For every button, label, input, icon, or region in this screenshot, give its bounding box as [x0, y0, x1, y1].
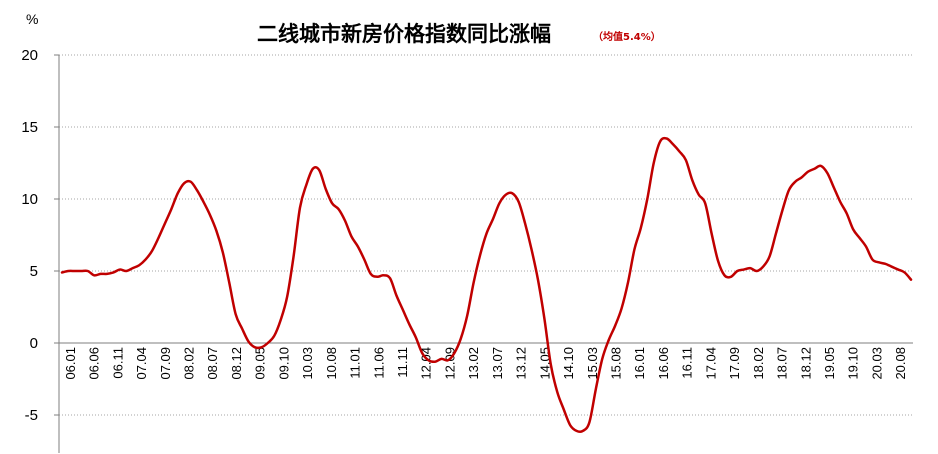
x-tick-label: 06.06: [87, 347, 102, 380]
x-tick-label: 18.07: [775, 347, 790, 380]
y-tick-label: 5: [30, 263, 38, 280]
x-tick-label: 19.10: [846, 347, 861, 380]
x-tick-label: 19.05: [822, 347, 837, 380]
x-tick-label: 13.02: [466, 347, 481, 380]
y-tick-label: -5: [25, 407, 38, 424]
gridlines: [59, 54, 913, 416]
y-tick-label: 10: [21, 191, 38, 208]
x-tick-label: 07.09: [158, 347, 173, 380]
x-tick-label: 13.12: [514, 347, 529, 380]
x-tick-label: 06.11: [110, 347, 125, 379]
x-tick-label: 10.03: [300, 347, 315, 380]
x-tick-label: 08.02: [181, 347, 196, 380]
chart-subtitle: （均值5.4%）: [593, 30, 661, 43]
x-tick-label: 20.08: [893, 347, 908, 380]
x-tick-label: 16.11: [680, 347, 695, 379]
x-tick-label: 11.11: [395, 347, 410, 378]
x-tick-label: 16.01: [632, 347, 647, 380]
x-tick-label: 10.08: [324, 347, 339, 380]
x-tick-label: 16.06: [656, 347, 671, 380]
x-tick-label: 15.08: [608, 347, 623, 380]
x-tick-label: 15.03: [585, 347, 600, 380]
y-tick-label: 15: [21, 119, 38, 136]
series-line: [60, 136, 913, 433]
y-axis-ticks: -5 0 5 10 15 20: [21, 47, 59, 424]
chart-title: 二线城市新房价格指数同比涨幅: [257, 22, 551, 46]
x-tick-label: 06.01: [63, 347, 78, 380]
x-tick-label: 13.07: [490, 347, 505, 380]
x-tick-label: 14.10: [561, 347, 576, 380]
x-tick-label: 09.05: [253, 347, 268, 380]
x-axis-ticks: 06.01 06.06 06.11 07.04 07.09 08.02 08.07 08.12…: [63, 347, 908, 380]
x-tick-label: 11.01: [348, 347, 363, 379]
x-tick-label: 09.10: [276, 347, 291, 380]
x-tick-label: 18.02: [751, 347, 766, 380]
y-tick-label: 0: [30, 335, 38, 352]
x-tick-label: 17.09: [727, 347, 742, 380]
y-tick-label: 20: [21, 47, 38, 64]
x-tick-label: 17.04: [703, 347, 718, 380]
x-tick-label: 07.04: [134, 347, 149, 380]
x-tick-label: 08.07: [205, 347, 220, 380]
x-tick-label: 08.12: [229, 347, 244, 380]
x-tick-label: 18.12: [798, 347, 813, 380]
x-tick-label: 11.06: [371, 347, 386, 379]
y-axis-unit: %: [26, 11, 38, 27]
x-tick-label: 20.03: [869, 347, 884, 380]
